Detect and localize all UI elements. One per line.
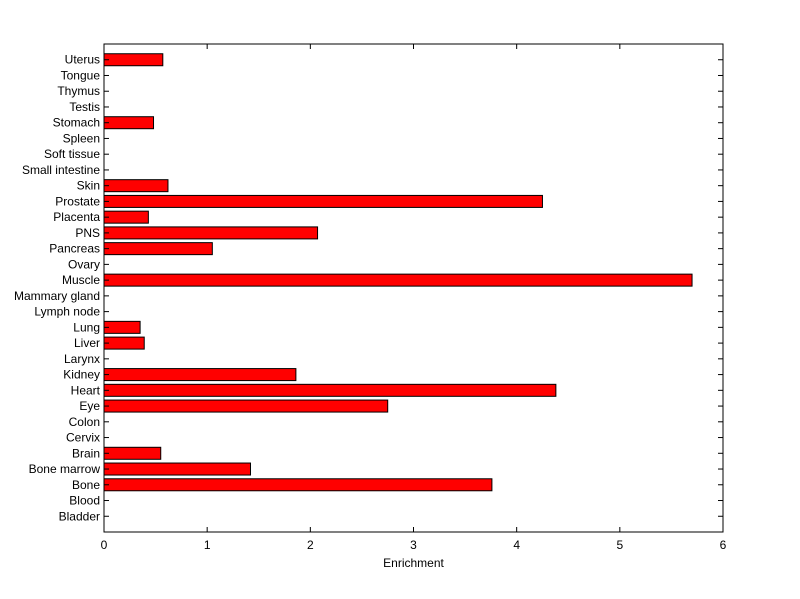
y-tick-label: Lung [73, 320, 100, 334]
y-tick-label: Bone [72, 478, 100, 492]
bar-pns [103, 226, 319, 240]
y-tick-label: Cervix [66, 431, 100, 445]
x-tick-label: 3 [410, 538, 417, 552]
x-axis-label: Enrichment [383, 556, 444, 570]
y-tick-label: Bladder [59, 509, 100, 523]
bars-group [103, 53, 693, 492]
y-tick-label: Blood [69, 494, 100, 508]
y-tick-label: Testis [69, 100, 100, 114]
bar-bone-marrow [103, 462, 251, 476]
bar-placenta [103, 210, 149, 224]
y-tick-label: Liver [74, 336, 100, 350]
bar-uterus [103, 53, 164, 67]
x-tick-label: 6 [720, 538, 727, 552]
y-tick-label: Prostate [55, 194, 100, 208]
y-tick-label: Placenta [53, 210, 100, 224]
bar-stomach [103, 116, 155, 130]
y-tick-label: Muscle [62, 273, 100, 287]
y-tick-label: Heart [71, 383, 101, 397]
y-tick-label: Soft tissue [44, 147, 100, 161]
y-tick-label: Mammary gland [14, 289, 100, 303]
bar-liver [103, 336, 145, 350]
bar-skin [103, 179, 169, 193]
y-tick-label: Uterus [65, 53, 100, 67]
x-tick-label: 4 [513, 538, 520, 552]
ticks-group [103, 44, 724, 532]
x-tick-label: 1 [204, 538, 211, 552]
y-tick-label: Ovary [68, 257, 100, 271]
bar-kidney [103, 368, 297, 382]
bar-pancreas [103, 242, 213, 256]
y-tick-label: Thymus [57, 84, 100, 98]
y-tick-label: Kidney [63, 368, 100, 382]
x-tick-labels: 0 1 2 3 4 5 6 [101, 538, 727, 552]
y-tick-label: Colon [69, 415, 100, 429]
x-tick-label: 0 [101, 538, 108, 552]
bar-brain [103, 446, 162, 460]
y-tick-label: Skin [77, 179, 100, 193]
x-tick-label: 5 [616, 538, 623, 552]
y-tick-label: Tongue [61, 68, 101, 82]
bar-eye [103, 399, 389, 413]
y-tick-label: Stomach [53, 116, 100, 130]
y-tick-label: Lymph node [34, 305, 100, 319]
x-tick-label: 2 [307, 538, 314, 552]
y-tick-label: Eye [79, 399, 100, 413]
y-tick-label: Bone marrow [29, 462, 101, 476]
plot-area-frame [103, 43, 724, 533]
bar-bone [103, 478, 493, 492]
bar-prostate [103, 194, 543, 208]
bar-heart [103, 383, 557, 397]
bar-muscle [103, 273, 693, 287]
y-tick-label: Pancreas [49, 242, 100, 256]
y-tick-label: Spleen [63, 131, 100, 145]
bar-lung [103, 320, 141, 334]
y-tick-label: Small intestine [22, 163, 100, 177]
y-tick-label: PNS [75, 226, 100, 240]
y-tick-label: Brain [72, 446, 100, 460]
y-tick-label: Larynx [64, 352, 100, 366]
